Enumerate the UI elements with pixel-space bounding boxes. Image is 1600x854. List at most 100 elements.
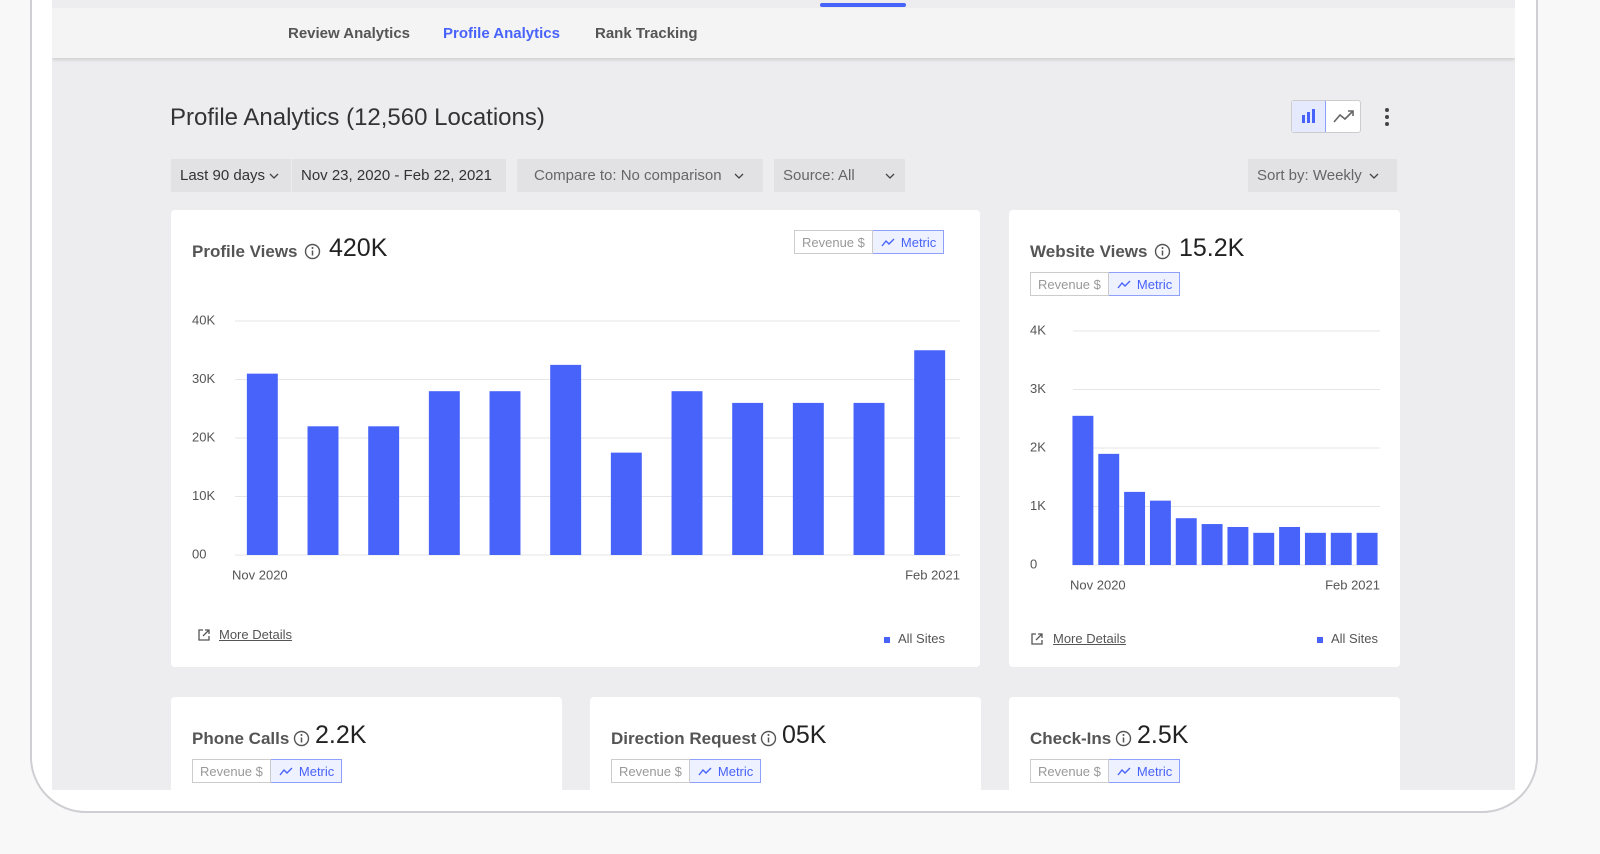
toggle-metric[interactable]: Metric [1108, 272, 1181, 296]
toggle-revenue[interactable]: Revenue $ [794, 230, 873, 254]
filter-label: Last 90 days [180, 167, 266, 184]
compare-filter[interactable]: Compare to: No comparison [517, 159, 763, 192]
bar [914, 350, 946, 555]
tab-bar: Review Analytics Profile Analytics Rank … [52, 8, 1515, 58]
toggle-revenue[interactable]: Revenue $ [611, 759, 690, 783]
info-icon[interactable] [1154, 243, 1171, 260]
tab[interactable]: Rank Tracking [595, 25, 698, 42]
bar [853, 402, 885, 555]
charts-layer: 00 10K 20K 30K 40K Nov 2020 Feb 2021 0 1K 2K 3K 4K N… [192, 312, 1380, 592]
more-details-link[interactable]: More Details [1053, 631, 1126, 646]
bar [1124, 491, 1146, 565]
toggle-label: Metric [717, 764, 754, 779]
toggle-revenue[interactable]: Revenue $ [192, 759, 271, 783]
card-total: 420K [329, 234, 388, 262]
kebab-menu[interactable] [1380, 106, 1394, 128]
legend-label: All Sites [1331, 631, 1378, 646]
bar [1227, 526, 1249, 565]
filter-label: Nov 23, 2020 - Feb 22, 2021 [301, 167, 492, 184]
card-total: 2.2K [315, 721, 367, 749]
toggle-label: Metric [900, 235, 937, 250]
card-title: Profile Views [192, 242, 298, 261]
bar-view-button[interactable] [1292, 101, 1326, 132]
toggle-metric[interactable]: Metric [270, 759, 343, 783]
toggle-revenue[interactable]: Revenue $ [1030, 759, 1109, 783]
y-tick-label: 10K [192, 488, 215, 503]
info-icon[interactable] [760, 730, 777, 747]
legend-swatch [884, 636, 890, 643]
toggle-metric[interactable]: Metric [1108, 759, 1181, 783]
card-total: 15.2K [1179, 234, 1245, 262]
screen: Review Analytics Profile Analytics Rank … [52, 0, 1515, 790]
bar [307, 426, 339, 555]
card-title: Website Views [1030, 242, 1148, 261]
card-title: Direction Request [611, 729, 757, 748]
bar [368, 426, 400, 555]
filter-label: Compare to: No comparison [534, 167, 722, 184]
sort-filter[interactable]: Sort by: Weekly [1248, 159, 1397, 192]
metric-card: Check-Ins 2.5K Revenue $ Metric [1009, 697, 1400, 790]
bar [732, 402, 764, 555]
y-tick-label: 4K [1030, 322, 1046, 337]
card-total: 2.5K [1137, 721, 1189, 749]
info-icon[interactable] [304, 243, 321, 260]
tab-indicator [820, 3, 906, 7]
x-tick-label: Nov 2020 [232, 567, 288, 582]
toggle: Revenue $ Metric [1030, 759, 1181, 783]
toggle: Revenue $ Metric [1030, 272, 1181, 296]
page-title: Profile Analytics (12,560 Locations) [170, 104, 545, 131]
bar [1253, 532, 1275, 565]
tab[interactable]: Profile Analytics [443, 25, 560, 42]
bar [1330, 532, 1352, 565]
x-tick-label: Feb 2021 [1325, 577, 1380, 592]
toggle-metric[interactable]: Metric [689, 759, 762, 783]
y-tick-label: 1K [1030, 498, 1046, 513]
toggle-label: Metric [1136, 277, 1173, 292]
toggle: Revenue $ Metric [794, 230, 945, 254]
legend: All Sites [884, 631, 945, 646]
view-switch [1291, 100, 1361, 133]
external-link-icon [198, 629, 210, 641]
date-filter[interactable]: Nov 23, 2020 - Feb 22, 2021 [292, 159, 506, 192]
bar [1149, 500, 1171, 565]
bar [671, 391, 703, 555]
filter-label: Sort by: Weekly [1257, 167, 1362, 184]
bar [1175, 518, 1197, 565]
card-title: Phone Calls [192, 729, 290, 748]
toggle-label: Metric [298, 764, 335, 779]
bar [550, 364, 582, 555]
metric-card: Phone Calls 2.2K Revenue $ Metric [171, 697, 562, 790]
bar [1098, 453, 1120, 565]
bar [1356, 532, 1378, 565]
legend-swatch [1317, 636, 1323, 643]
source-filter[interactable]: Source: All [774, 159, 905, 192]
y-tick-label: 00 [192, 546, 206, 561]
x-tick-label: Nov 2020 [1070, 577, 1126, 592]
toggle-metric[interactable]: Metric [872, 230, 945, 254]
external-link-icon [1031, 633, 1043, 645]
more-details-link[interactable]: More Details [219, 627, 292, 642]
line-view-button[interactable] [1327, 101, 1361, 132]
bar [1279, 526, 1301, 565]
y-tick-label: 20K [192, 429, 215, 444]
bar [246, 373, 278, 555]
info-icon[interactable] [293, 730, 310, 747]
y-tick-label: 40K [192, 312, 215, 327]
y-tick-label: 30K [192, 371, 215, 386]
bar [1072, 415, 1094, 565]
tab[interactable]: Review Analytics [288, 25, 410, 42]
bar [1201, 524, 1223, 565]
card-title: Check-Ins [1030, 729, 1112, 748]
range-filter[interactable]: Last 90 days [171, 159, 291, 192]
y-tick-label: 3K [1030, 381, 1046, 396]
bar [489, 391, 521, 555]
legend: All Sites [1317, 631, 1378, 646]
info-icon[interactable] [1115, 730, 1132, 747]
metric-card: Direction Request 05K Revenue $ Metric [590, 697, 981, 790]
toggle: Revenue $ Metric [611, 759, 762, 783]
toggle-revenue[interactable]: Revenue $ [1030, 272, 1109, 296]
bar [610, 452, 642, 555]
bar [428, 391, 460, 555]
legend-label: All Sites [898, 631, 945, 646]
